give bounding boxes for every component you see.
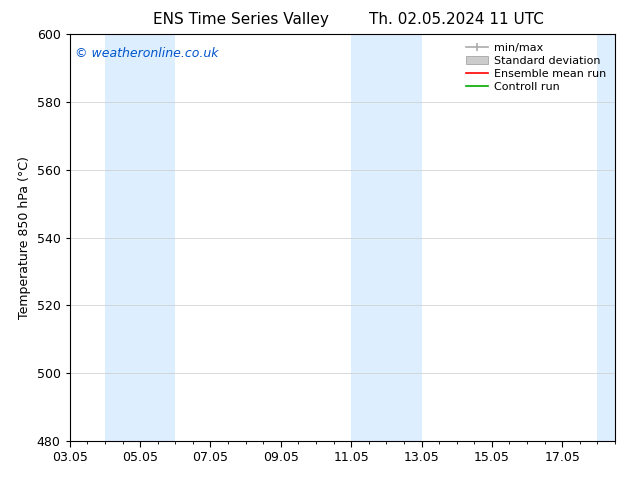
- Text: ENS Time Series Valley: ENS Time Series Valley: [153, 12, 329, 27]
- Bar: [105, 34, 175, 441]
- Y-axis label: Temperature 850 hPa (°C): Temperature 850 hPa (°C): [18, 156, 31, 319]
- Bar: [351, 34, 422, 441]
- Bar: [597, 34, 615, 441]
- Legend: min/max, Standard deviation, Ensemble mean run, Controll run: min/max, Standard deviation, Ensemble me…: [463, 40, 609, 95]
- Text: © weatheronline.co.uk: © weatheronline.co.uk: [75, 47, 219, 59]
- Text: Th. 02.05.2024 11 UTC: Th. 02.05.2024 11 UTC: [369, 12, 544, 27]
